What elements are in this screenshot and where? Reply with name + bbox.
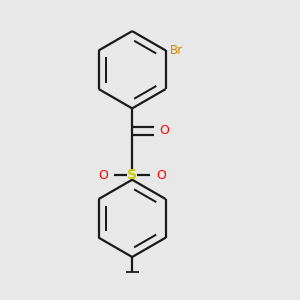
Text: S: S [127,168,137,182]
Text: Br: Br [170,44,183,57]
Text: O: O [159,124,169,137]
Text: O: O [98,169,108,182]
Text: O: O [156,169,166,182]
